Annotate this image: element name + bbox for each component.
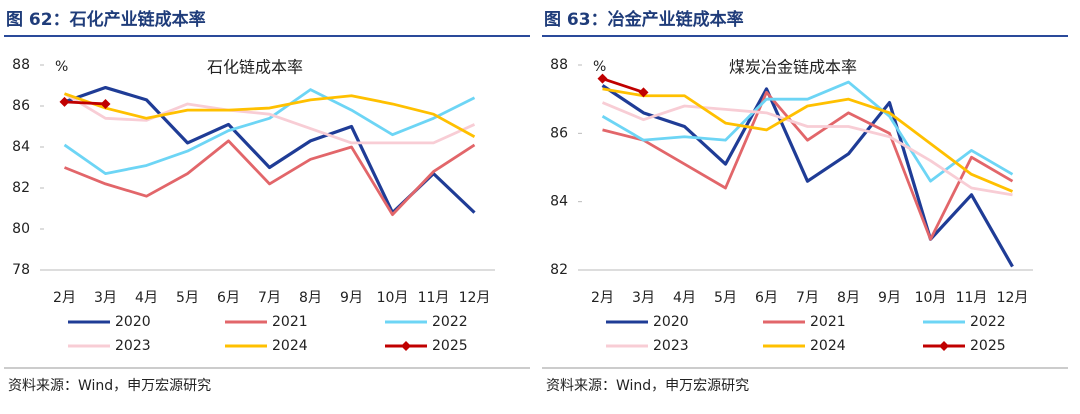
x-tick-label: 7月 <box>258 290 281 306</box>
series-line <box>63 88 476 176</box>
x-tick-label: 4月 <box>135 290 158 306</box>
y-tick-label: 86 <box>550 125 568 141</box>
x-tick-label: 12月 <box>459 290 491 306</box>
y-tick-label: 84 <box>550 194 568 210</box>
legend-label: 2023 <box>653 338 689 354</box>
point-marker <box>59 96 70 107</box>
series-line <box>64 92 476 138</box>
legend-marker <box>939 341 949 351</box>
x-tick-label: 6月 <box>217 290 240 306</box>
point-marker <box>638 87 649 98</box>
point-marker <box>100 98 111 109</box>
legend-label: 2022 <box>970 314 1006 330</box>
legend-label: 2024 <box>810 338 846 354</box>
y-tick-label: 78 <box>12 262 30 278</box>
source-note: 资料来源：Wind，申万宏源研究 <box>546 378 749 394</box>
x-tick-label: 3月 <box>632 290 655 306</box>
legend-label: 2024 <box>272 338 308 354</box>
x-tick-label: 7月 <box>796 290 819 306</box>
legend-label: 2021 <box>272 314 308 330</box>
x-tick-label: 9月 <box>878 290 901 306</box>
legend-label: 2023 <box>115 338 151 354</box>
point-marker <box>597 73 608 84</box>
x-tick-label: 11月 <box>956 290 988 306</box>
x-tick-label: 5月 <box>176 290 199 306</box>
x-tick-label: 8月 <box>299 290 322 306</box>
x-tick-label: 5月 <box>714 290 737 306</box>
series-line <box>602 90 1014 241</box>
x-tick-label: 10月 <box>377 290 409 306</box>
y-tick-label: 82 <box>12 180 30 196</box>
source-note: 资料来源：Wind，申万宏源研究 <box>8 378 211 394</box>
series-line <box>601 101 1013 197</box>
chart-title: 图 62：石化产业链成本率 <box>6 9 206 30</box>
y-tick-label: 88 <box>12 57 30 73</box>
x-tick-label: 9月 <box>340 290 363 306</box>
y-tick-label: 86 <box>12 98 30 114</box>
x-tick-label: 10月 <box>915 290 947 306</box>
x-tick-label: 2月 <box>53 290 76 306</box>
series-line <box>602 77 644 94</box>
y-tick-label: 80 <box>12 221 30 237</box>
series-line <box>64 100 106 106</box>
y-axis-label: % <box>55 59 68 75</box>
series-line <box>63 92 476 145</box>
legend-marker <box>401 341 411 351</box>
x-tick-label: 2月 <box>591 290 614 306</box>
chart-subtitle: 煤炭冶金链成本率 <box>729 58 857 77</box>
legend-label: 2020 <box>653 314 689 330</box>
y-axis-label: % <box>593 59 606 75</box>
y-tick-label: 84 <box>12 139 30 155</box>
legend-label: 2020 <box>115 314 151 330</box>
x-tick-label: 11月 <box>418 290 450 306</box>
y-tick-label: 88 <box>550 57 568 73</box>
legend-label: 2022 <box>432 314 468 330</box>
chart-title: 图 63：冶金产业链成本率 <box>544 9 744 30</box>
x-tick-label: 3月 <box>94 290 117 306</box>
legend-label: 2025 <box>970 338 1006 354</box>
legend-label: 2025 <box>432 338 468 354</box>
x-tick-label: 12月 <box>997 290 1029 306</box>
series-line <box>601 84 1014 268</box>
series-line <box>63 139 476 217</box>
chart-subtitle: 石化链成本率 <box>207 58 303 77</box>
x-tick-label: 6月 <box>755 290 778 306</box>
x-tick-label: 4月 <box>673 290 696 306</box>
legend-label: 2021 <box>810 314 846 330</box>
series-line <box>602 87 1014 193</box>
x-tick-label: 8月 <box>837 290 860 306</box>
y-tick-label: 82 <box>550 262 568 278</box>
